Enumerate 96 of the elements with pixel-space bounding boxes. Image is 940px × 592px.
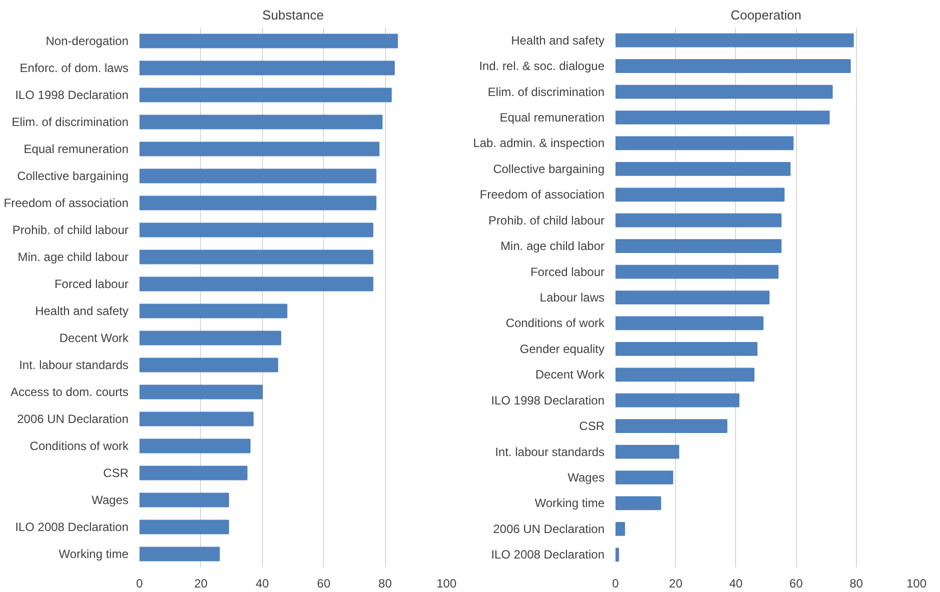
bar — [616, 188, 785, 202]
y-tick-label: Elim. of discrimination — [488, 84, 604, 99]
y-tick-label: Conditions of work — [30, 439, 130, 453]
y-tick-label: Forced labour — [54, 277, 129, 291]
y-tick-label: ILO 1998 Declaration — [15, 88, 129, 102]
y-tick-label: Freedom of association — [480, 188, 605, 202]
x-tick-label: 60 — [317, 576, 331, 590]
x-tick-label: 80 — [850, 576, 864, 590]
bar — [140, 88, 392, 102]
x-tick-label: 20 — [194, 576, 208, 590]
bar — [616, 470, 674, 484]
y-tick-label: Collective bargaining — [493, 162, 605, 176]
y-tick-label: CSR — [103, 466, 129, 480]
y-tick-label: Collective bargaining — [17, 169, 129, 183]
bar — [616, 368, 754, 382]
y-tick-label: Int. labour standards — [19, 358, 129, 372]
y-tick-label: Equal remuneration — [500, 110, 605, 124]
bar — [140, 546, 220, 562]
bar — [140, 142, 380, 156]
y-tick-label: Non-derogation — [46, 34, 129, 48]
x-tick-label: 80 — [378, 576, 392, 590]
y-tick-label: Wages — [568, 470, 605, 484]
y-tick-label: Min. age child labor — [500, 239, 605, 254]
bar — [140, 60, 395, 76]
y-tick-label: Enforc. of dom. laws — [20, 61, 129, 75]
bar — [140, 34, 398, 48]
chart-title: Substance — [262, 8, 324, 22]
x-tick-label: 40 — [256, 576, 270, 590]
y-tick-label: Lab. admin. & inspection — [473, 136, 605, 150]
y-tick-label: Wages — [92, 493, 129, 507]
bar — [616, 342, 758, 356]
y-tick-label: Prohib. of child labour — [12, 223, 129, 237]
y-tick-label: Working time — [534, 496, 605, 510]
bar — [140, 438, 251, 454]
x-tick-label: 100 — [906, 576, 927, 590]
x-tick-label: 20 — [669, 576, 683, 590]
bar — [140, 384, 263, 400]
bar — [140, 114, 383, 130]
bar — [140, 492, 230, 508]
y-tick-label: Min. age child labour — [18, 250, 129, 264]
y-tick-label: Conditions of work — [506, 316, 606, 330]
bar — [616, 33, 854, 48]
bar — [140, 304, 288, 318]
bar — [140, 466, 248, 480]
bar — [616, 136, 794, 150]
bar — [140, 276, 374, 292]
bar — [140, 412, 254, 426]
y-tick-label: Elim. of discrimination — [12, 115, 128, 129]
bar — [616, 496, 662, 510]
bar — [616, 213, 782, 228]
bar — [616, 444, 680, 459]
y-tick-label: 2006 UN Declaration — [493, 522, 605, 536]
bar — [140, 222, 374, 238]
bar — [616, 548, 620, 562]
bar — [616, 59, 851, 73]
y-tick-label: ILO 1998 Declaration — [491, 393, 605, 408]
bar — [616, 290, 770, 304]
y-tick-label: ILO 2008 Declaration — [15, 520, 129, 534]
y-tick-label: Health and safety — [511, 33, 605, 48]
chart-title: Cooperation — [730, 8, 802, 22]
bar — [616, 239, 782, 253]
bar — [140, 168, 376, 184]
bar — [616, 84, 833, 99]
bar — [616, 110, 830, 124]
y-tick-label: Forced labour — [530, 264, 605, 279]
bar — [616, 522, 626, 536]
bar — [140, 196, 376, 210]
y-tick-label: Prohib. of child labour — [488, 213, 605, 228]
bar — [140, 520, 230, 534]
bar — [616, 162, 791, 176]
y-tick-label: Access to dom. courts — [10, 385, 129, 399]
y-tick-label: Labour laws — [540, 290, 605, 304]
bar — [140, 250, 374, 264]
y-tick-label: Decent Work — [535, 368, 606, 382]
y-tick-label: 2006 UN Declaration — [17, 412, 129, 426]
bar — [616, 419, 728, 433]
x-tick-label: 40 — [729, 576, 743, 590]
y-tick-label: Working time — [58, 547, 129, 561]
x-tick-label: 100 — [436, 576, 457, 590]
y-tick-label: CSR — [579, 419, 605, 434]
y-tick-label: Int. labour standards — [495, 444, 605, 459]
bar — [616, 264, 779, 279]
bar — [140, 330, 282, 346]
y-tick-label: Decent Work — [59, 331, 130, 345]
y-tick-label: Gender equality — [520, 342, 605, 356]
y-tick-label: Freedom of association — [4, 196, 129, 210]
y-tick-label: Equal remuneration — [24, 142, 129, 156]
bar — [616, 393, 740, 408]
y-tick-label: Ind. rel. & soc. dialogue — [479, 59, 605, 74]
bar — [616, 316, 764, 330]
y-tick-label: ILO 2008 Declaration — [491, 548, 605, 562]
x-tick-label: 0 — [136, 576, 144, 590]
bar — [140, 358, 278, 372]
x-tick-label: 60 — [789, 576, 804, 590]
y-tick-label: Health and safety — [35, 304, 129, 318]
x-tick-label: 0 — [612, 576, 620, 590]
